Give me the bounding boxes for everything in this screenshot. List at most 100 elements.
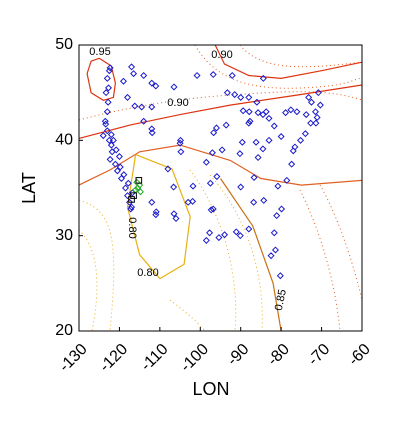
point: [189, 182, 197, 190]
minor-contour: [169, 299, 206, 332]
contour-label: 0.90: [167, 97, 188, 109]
point: [276, 272, 284, 280]
point: [314, 89, 322, 97]
point: [302, 111, 310, 119]
minor-contour: [319, 184, 363, 301]
point: [316, 101, 324, 109]
point: [236, 232, 244, 240]
point: [127, 205, 135, 213]
point: [237, 183, 245, 191]
point: [271, 246, 279, 254]
point: [208, 149, 216, 157]
point: [305, 93, 313, 101]
point: [237, 93, 245, 101]
minor-contour: [239, 44, 363, 68]
point: [105, 84, 113, 92]
point: [246, 117, 254, 125]
point: [273, 212, 281, 220]
point: [222, 121, 230, 129]
point: [259, 145, 267, 153]
point: [232, 228, 240, 236]
point: [245, 119, 253, 127]
point: [245, 225, 253, 233]
x-axis-label: LON: [192, 379, 229, 399]
point: [152, 208, 160, 216]
point: [103, 74, 111, 82]
point: [148, 103, 156, 111]
minor-contour: [189, 169, 237, 332]
point: [231, 91, 239, 99]
point: [140, 117, 148, 125]
point: [228, 71, 236, 80]
point: [124, 192, 132, 200]
point: [170, 210, 178, 218]
point: [128, 63, 136, 71]
point: [193, 71, 201, 80]
point: [202, 158, 210, 166]
point: [210, 129, 218, 137]
point: [288, 160, 296, 168]
point: [212, 124, 220, 132]
contour-label: 0.95: [89, 46, 110, 58]
point: [307, 98, 315, 106]
point: [102, 89, 110, 97]
point: [274, 182, 282, 190]
point: [128, 196, 135, 203]
point: [221, 231, 229, 239]
point: [215, 234, 223, 242]
point: [119, 77, 127, 85]
point: [107, 141, 115, 149]
contour-label: 0.80: [137, 267, 158, 279]
point: [115, 153, 123, 161]
point: [172, 214, 180, 223]
point: [121, 184, 129, 192]
dotted-contours: [78, 44, 363, 332]
point: [282, 109, 290, 117]
y-tick-label: 30: [55, 227, 73, 244]
point: [176, 136, 184, 144]
point: [278, 205, 286, 213]
point: [277, 133, 285, 141]
point: [253, 98, 261, 106]
contour-line: [220, 178, 282, 332]
point: [109, 136, 117, 144]
point: [207, 206, 215, 214]
point: [218, 146, 226, 154]
points: [99, 63, 324, 280]
point: [148, 129, 156, 137]
point: [265, 136, 273, 144]
point: [131, 102, 139, 110]
point: [170, 83, 178, 91]
point: [124, 179, 132, 187]
point: [283, 176, 291, 184]
point: [148, 198, 156, 206]
point: [209, 71, 217, 79]
point: [104, 98, 112, 106]
point: [250, 198, 258, 206]
point: [128, 203, 136, 211]
minor-contour: [78, 229, 98, 332]
point: [112, 146, 120, 154]
point: [170, 183, 178, 191]
contour-label: 0.80: [126, 217, 138, 238]
point: [245, 93, 253, 101]
point: [99, 132, 107, 140]
point: [148, 125, 156, 133]
contour-line: [86, 57, 117, 101]
point: [206, 179, 214, 187]
point: [262, 108, 270, 116]
point: [293, 108, 301, 116]
plot-frame: [78, 44, 363, 332]
point: [126, 198, 134, 206]
point: [270, 229, 278, 237]
contour-label: 0.85: [273, 288, 289, 311]
point: [297, 136, 305, 144]
point: [124, 93, 132, 101]
point: [260, 196, 268, 204]
point: [152, 82, 160, 90]
point: [250, 174, 258, 182]
point: [177, 148, 185, 156]
contour-line: [126, 154, 191, 280]
contour-line: [78, 84, 363, 139]
